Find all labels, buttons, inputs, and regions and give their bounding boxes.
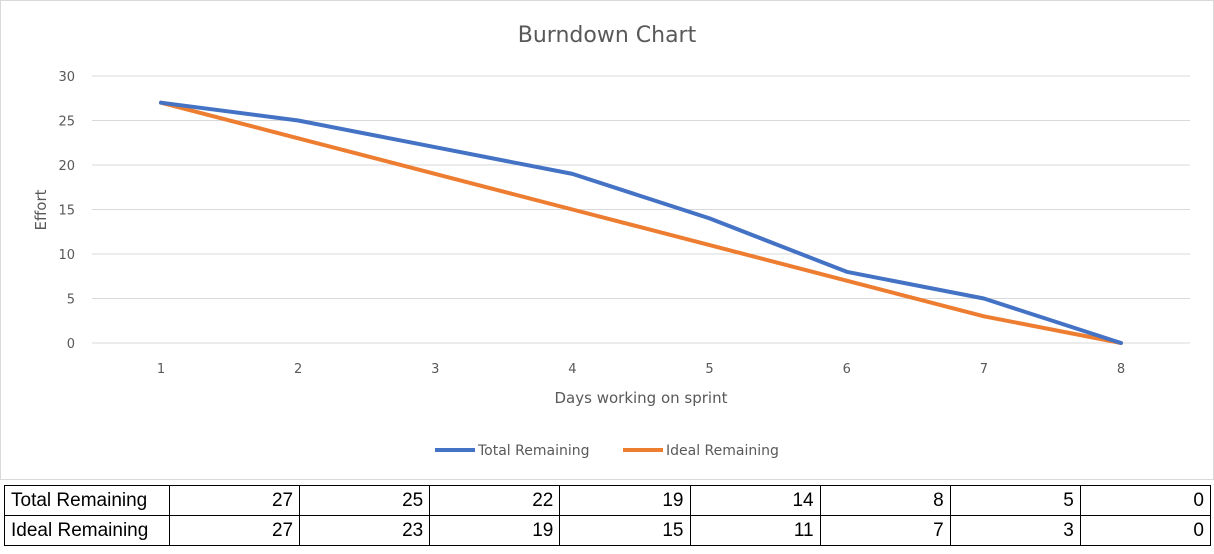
chart-border [0, 0, 1214, 480]
y-tick-label: 0 [67, 337, 75, 352]
series-line-total-remaining [159, 100, 1123, 345]
table-row: Ideal Remaining 27 23 19 15 11 7 3 0 [4, 515, 1212, 546]
table-cell: 7 [819, 515, 951, 546]
y-tick-label: 30 [58, 70, 75, 85]
x-tick-label: 8 [1117, 362, 1125, 377]
series-lines [159, 100, 1123, 345]
table-row-label: Ideal Remaining [4, 515, 170, 546]
series-line-ideal-remaining [159, 100, 1123, 345]
table-row: Total Remaining 27 25 22 19 14 8 5 0 [4, 485, 1212, 516]
burndown-chart: Burndown Chart 0 5 10 15 20 25 30 1 2 3 4 5 6 7 8 Day… [0, 0, 1214, 480]
x-tick-labels: 1 2 3 4 5 6 7 8 [157, 362, 1125, 377]
table-cell: 19 [429, 515, 561, 546]
table-cell: 0 [1079, 515, 1212, 546]
table-cell: 14 [689, 485, 821, 516]
y-tick-label: 25 [58, 115, 75, 130]
x-tick-label: 1 [157, 362, 165, 377]
y-axis-label: Effort [32, 189, 50, 230]
y-tick-label: 10 [58, 248, 75, 263]
chart-title: Burndown Chart [518, 23, 697, 48]
x-tick-label: 5 [705, 362, 713, 377]
legend: Total Remaining Ideal Remaining [435, 443, 779, 459]
x-tick-label: 6 [843, 362, 851, 377]
legend-label-ideal-remaining: Ideal Remaining [666, 443, 779, 459]
table-cell: 25 [299, 485, 431, 516]
x-tick-label: 2 [294, 362, 302, 377]
table-cell: 15 [559, 515, 691, 546]
chart-svg: Burndown Chart 0 5 10 15 20 25 30 1 2 3 4 5 6 7 8 Day… [0, 0, 1214, 480]
y-tick-label: 5 [67, 293, 75, 308]
table-cell: 23 [299, 515, 431, 546]
table-cell: 11 [689, 515, 821, 546]
x-axis-label: Days working on sprint [555, 389, 728, 407]
table-cell: 22 [429, 485, 561, 516]
table-row-label: Total Remaining [4, 485, 170, 516]
table-cell: 5 [949, 485, 1081, 516]
table-cell: 3 [949, 515, 1081, 546]
x-tick-label: 3 [431, 362, 439, 377]
y-tick-label: 15 [58, 204, 75, 219]
y-tick-label: 20 [58, 159, 75, 174]
legend-label-total-remaining: Total Remaining [477, 443, 590, 459]
data-table: Total Remaining 27 25 22 19 14 8 5 0 Ideal Remain… [4, 485, 1212, 546]
gridlines [92, 75, 1190, 344]
y-tick-labels: 0 5 10 15 20 25 30 [58, 70, 75, 352]
table-cell: 8 [819, 485, 951, 516]
table-cell: 0 [1079, 485, 1212, 516]
data-table-body: Total Remaining 27 25 22 19 14 8 5 0 Ideal Remain… [4, 485, 1212, 546]
table-cell: 27 [168, 485, 301, 516]
x-tick-label: 7 [980, 362, 988, 377]
table-cell: 27 [168, 515, 301, 546]
table-cell: 19 [559, 485, 691, 516]
x-tick-label: 4 [568, 362, 576, 377]
